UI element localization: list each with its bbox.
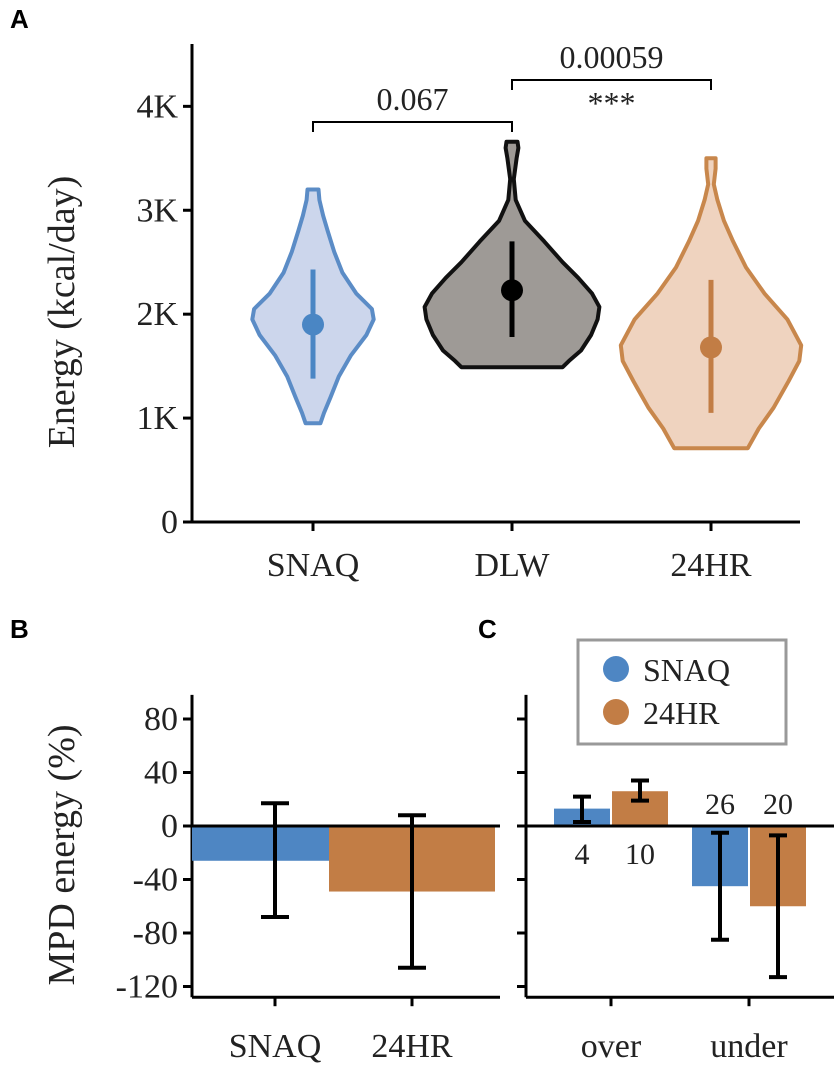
significance-stars: *** xyxy=(588,85,636,121)
legend-swatch-snaq xyxy=(603,656,629,682)
panel-b-y-tick-label: 80 xyxy=(144,701,178,738)
count-label-24hr-under: 20 xyxy=(763,788,793,821)
legend-swatch-24hr xyxy=(603,699,629,725)
panel-a-y-tick-label: 0 xyxy=(161,504,178,541)
panel-b-y-tick-label: -120 xyxy=(116,969,178,1006)
p-value-label: 0.067 xyxy=(377,81,449,117)
significance-bracket xyxy=(312,121,513,132)
panel-b-y-axis-label: MPD energy (%) xyxy=(41,724,83,985)
significance-bracket xyxy=(511,79,712,90)
panel-c-bar-chart: over under 4 26 10 20 SNAQ 24HR xyxy=(517,638,834,1065)
panel-b-x-tick-label: 24HR xyxy=(371,1028,453,1065)
violin-mean-point-snaq xyxy=(302,313,324,336)
panel-b-y-tick-label: -80 xyxy=(133,915,178,952)
count-label-snaq-over: 4 xyxy=(575,838,590,871)
panel-a-y-tick-label: 1K xyxy=(136,400,178,437)
panel-c-x-tick-label: under xyxy=(710,1028,788,1065)
panel-b-y-tick-label: 0 xyxy=(161,808,178,845)
panel-b-y-tick-label: -40 xyxy=(133,862,178,899)
legend-label-24hr: 24HR xyxy=(643,695,720,731)
panel-c-legend: SNAQ 24HR xyxy=(576,638,788,746)
panel-b-x-tick-label: SNAQ xyxy=(229,1028,322,1065)
panel-a-x-tick-label: SNAQ xyxy=(267,547,360,584)
p-value-label: 0.00059 xyxy=(560,39,664,75)
panel-a-violin-chart: 0 1K 2K 3K 4K SNAQ DLW 24HR 0.067 0.00059 *** Ene… xyxy=(41,39,804,584)
panel-label-c: C xyxy=(478,614,497,644)
panel-label-b: B xyxy=(10,614,29,644)
panel-b-y-tick-label: 40 xyxy=(144,755,178,792)
panel-b-bar-chart: 80 40 0 -40 -80 -120 SNAQ 24HR MPD energy (%) xyxy=(41,694,500,1065)
violin-mean-point-24hr xyxy=(700,336,722,359)
panel-a-x-tick-label: 24HR xyxy=(670,547,752,584)
count-label-snaq-under: 26 xyxy=(705,788,735,821)
panel-label-a: A xyxy=(10,4,29,34)
panel-a-y-tick-label: 2K xyxy=(136,296,178,333)
panel-a-y-tick-label: 4K xyxy=(136,88,178,125)
panel-a-x-tick-label: DLW xyxy=(475,547,551,584)
panel-c-x-tick-label: over xyxy=(581,1028,642,1065)
panel-a-y-axis-label: Energy (kcal/day) xyxy=(41,176,83,449)
violin-mean-point-dlw xyxy=(501,279,523,302)
legend-label-snaq: SNAQ xyxy=(643,652,730,688)
panel-a-y-tick-label: 3K xyxy=(136,192,178,229)
count-label-24hr-over: 10 xyxy=(625,838,655,871)
